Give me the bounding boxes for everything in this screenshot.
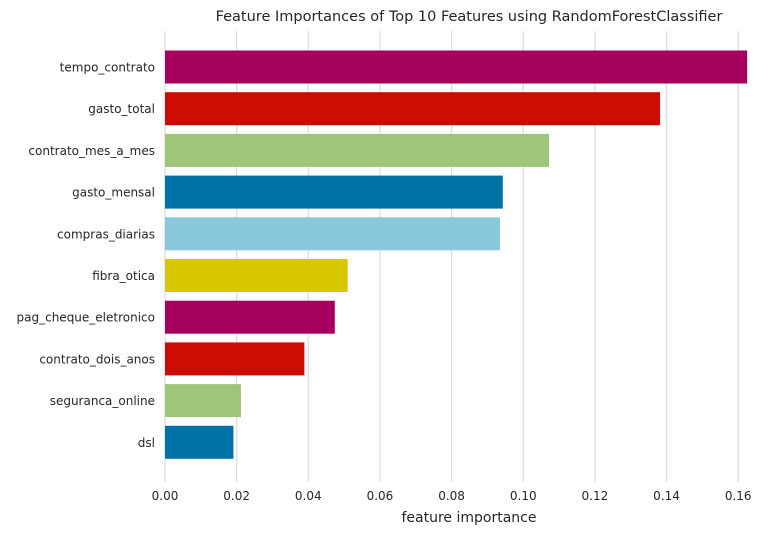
category-label: contrato_mes_a_mes	[28, 144, 155, 158]
bar-gasto-mensal	[165, 175, 503, 209]
bar-pag-cheque-eletronico	[165, 300, 335, 334]
x-tick-label: 0.14	[653, 489, 680, 503]
bar-seguranca-online	[165, 384, 241, 418]
category-label: compras_diarias	[57, 227, 155, 241]
chart-title: Feature Importances of Top 10 Features u…	[216, 9, 723, 25]
bar-tempo-contrato	[165, 50, 748, 84]
category-label: dsl	[138, 436, 155, 450]
x-tick-label: 0.16	[725, 489, 752, 503]
x-tick-label: 0.04	[295, 489, 322, 503]
x-tick-label: 0.12	[582, 489, 609, 503]
x-axis-label: feature importance	[402, 510, 537, 526]
x-tick-label: 0.08	[438, 489, 465, 503]
x-tick-label: 0.02	[223, 489, 250, 503]
bar-dsl	[165, 425, 234, 459]
category-label: pag_cheque_eletronico	[17, 311, 155, 325]
bar-gasto-total	[165, 92, 661, 126]
bar-contrato-mes-a-mes	[165, 133, 550, 167]
x-tick-labels: 0.00 0.02 0.04 0.06 0.08 0.10 0.12 0.14 0.16	[152, 489, 752, 503]
category-label: contrato_dois_anos	[39, 352, 155, 366]
category-label: gasto_total	[88, 102, 155, 116]
category-label: seguranca_online	[50, 394, 155, 408]
bar-compras-diarias	[165, 217, 500, 251]
category-label: tempo_contrato	[60, 61, 155, 75]
bar-fibra-otica	[165, 259, 348, 292]
bars	[165, 50, 748, 459]
category-labels: tempo_contrato gasto_total contrato_mes_a_…	[17, 61, 155, 450]
bar-contrato-dois-anos	[165, 342, 305, 376]
x-tick-label: 0.10	[510, 489, 537, 503]
x-tick-label: 0.00	[152, 489, 179, 503]
x-tick-label: 0.06	[367, 489, 394, 503]
category-label: gasto_mensal	[72, 186, 155, 200]
category-label: fibra_otica	[92, 269, 155, 283]
